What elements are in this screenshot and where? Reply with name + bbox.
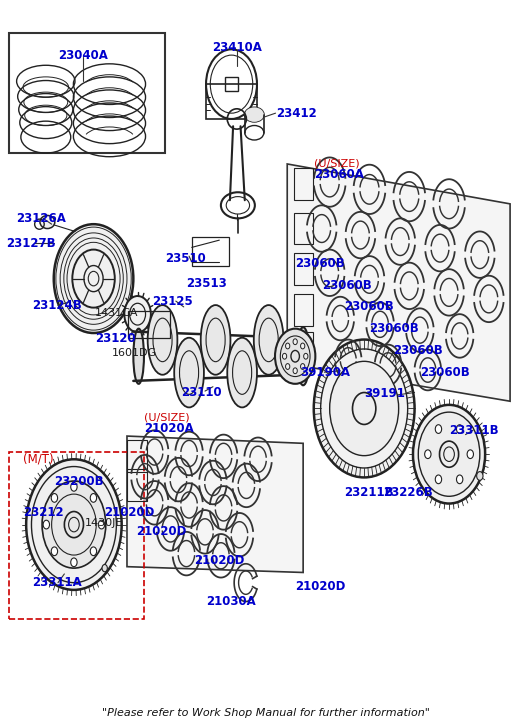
Circle shape — [51, 547, 57, 555]
Bar — [294, 332, 313, 364]
Text: 21030A: 21030A — [206, 595, 256, 608]
Bar — [225, 77, 238, 92]
Ellipse shape — [148, 305, 177, 374]
Text: 23060B: 23060B — [420, 366, 470, 379]
Circle shape — [293, 368, 297, 374]
Circle shape — [301, 364, 305, 369]
Text: 23126A: 23126A — [16, 212, 66, 225]
Text: 39190A: 39190A — [301, 366, 351, 379]
Circle shape — [286, 364, 290, 369]
Circle shape — [51, 494, 57, 502]
Circle shape — [456, 425, 463, 433]
Circle shape — [301, 343, 305, 349]
Text: 23060B: 23060B — [322, 278, 371, 292]
Bar — [294, 212, 313, 244]
Circle shape — [124, 296, 151, 332]
Text: 23211B: 23211B — [345, 486, 394, 499]
Ellipse shape — [379, 388, 386, 403]
Text: 21020A: 21020A — [144, 422, 194, 435]
Text: 21020D: 21020D — [194, 555, 245, 567]
Circle shape — [98, 521, 105, 529]
Text: 23060B: 23060B — [393, 344, 443, 357]
Circle shape — [330, 361, 398, 456]
Bar — [128, 310, 170, 338]
Text: 23410A: 23410A — [212, 41, 262, 55]
Bar — [294, 294, 313, 326]
Circle shape — [477, 472, 483, 481]
Text: 23060A: 23060A — [314, 169, 364, 181]
Circle shape — [467, 450, 473, 459]
Text: 21020D: 21020D — [104, 506, 154, 519]
Bar — [192, 236, 229, 265]
Circle shape — [425, 450, 431, 459]
Text: 23110: 23110 — [181, 386, 222, 399]
Text: 23311B: 23311B — [449, 424, 498, 437]
Circle shape — [275, 329, 315, 384]
Bar — [9, 452, 144, 619]
Ellipse shape — [40, 215, 55, 228]
Bar — [127, 470, 147, 502]
Text: 23040A: 23040A — [58, 49, 108, 62]
Circle shape — [314, 340, 414, 478]
Bar — [294, 253, 313, 285]
Text: 23200B: 23200B — [54, 475, 103, 488]
Text: (M/T): (M/T) — [23, 453, 54, 466]
Text: (U/SIZE): (U/SIZE) — [144, 413, 189, 423]
Circle shape — [42, 481, 106, 568]
Circle shape — [71, 558, 77, 566]
Text: 1430JE: 1430JE — [85, 518, 123, 528]
Circle shape — [435, 425, 442, 433]
Text: 21020D: 21020D — [295, 580, 346, 593]
Circle shape — [90, 494, 97, 502]
Bar — [9, 33, 165, 153]
Circle shape — [282, 353, 287, 359]
Bar — [206, 84, 257, 119]
Text: 23120: 23120 — [95, 332, 136, 345]
Circle shape — [435, 475, 442, 483]
Bar — [294, 168, 313, 199]
Circle shape — [43, 521, 49, 529]
Text: 1431CA: 1431CA — [95, 308, 139, 318]
Text: 1601DG: 1601DG — [112, 348, 157, 358]
Text: (U/SIZE): (U/SIZE) — [314, 159, 360, 169]
Ellipse shape — [254, 305, 284, 374]
Text: 23513: 23513 — [186, 277, 227, 290]
Text: 23060B: 23060B — [369, 322, 419, 335]
Text: 23226B: 23226B — [383, 486, 433, 499]
Polygon shape — [127, 436, 303, 572]
Bar — [127, 441, 147, 473]
Text: 23510: 23510 — [165, 252, 206, 265]
Circle shape — [304, 353, 308, 359]
Text: 21020D: 21020D — [136, 526, 186, 538]
Circle shape — [102, 564, 107, 571]
Text: 23127B: 23127B — [6, 236, 56, 249]
Circle shape — [90, 547, 97, 555]
Circle shape — [293, 339, 297, 345]
Polygon shape — [287, 164, 510, 401]
Ellipse shape — [174, 338, 204, 407]
Circle shape — [54, 224, 134, 333]
Text: 23212: 23212 — [23, 506, 64, 519]
Text: 23125: 23125 — [152, 294, 193, 308]
Ellipse shape — [201, 305, 230, 374]
Ellipse shape — [134, 329, 144, 384]
Circle shape — [418, 412, 480, 497]
Text: 23412: 23412 — [277, 107, 318, 120]
Text: "Please refer to Work Shop Manual for further information": "Please refer to Work Shop Manual for fu… — [102, 708, 430, 718]
Circle shape — [26, 459, 122, 590]
Circle shape — [456, 475, 463, 483]
Text: 23060B: 23060B — [345, 300, 394, 313]
Ellipse shape — [245, 108, 264, 122]
Circle shape — [71, 483, 77, 491]
Circle shape — [413, 405, 485, 504]
Ellipse shape — [297, 327, 310, 385]
Text: 23311A: 23311A — [32, 576, 82, 589]
Ellipse shape — [227, 338, 257, 407]
Circle shape — [286, 343, 290, 349]
Text: 23124B: 23124B — [32, 299, 82, 312]
Text: 39191: 39191 — [364, 387, 405, 401]
Text: 23060B: 23060B — [295, 257, 345, 270]
